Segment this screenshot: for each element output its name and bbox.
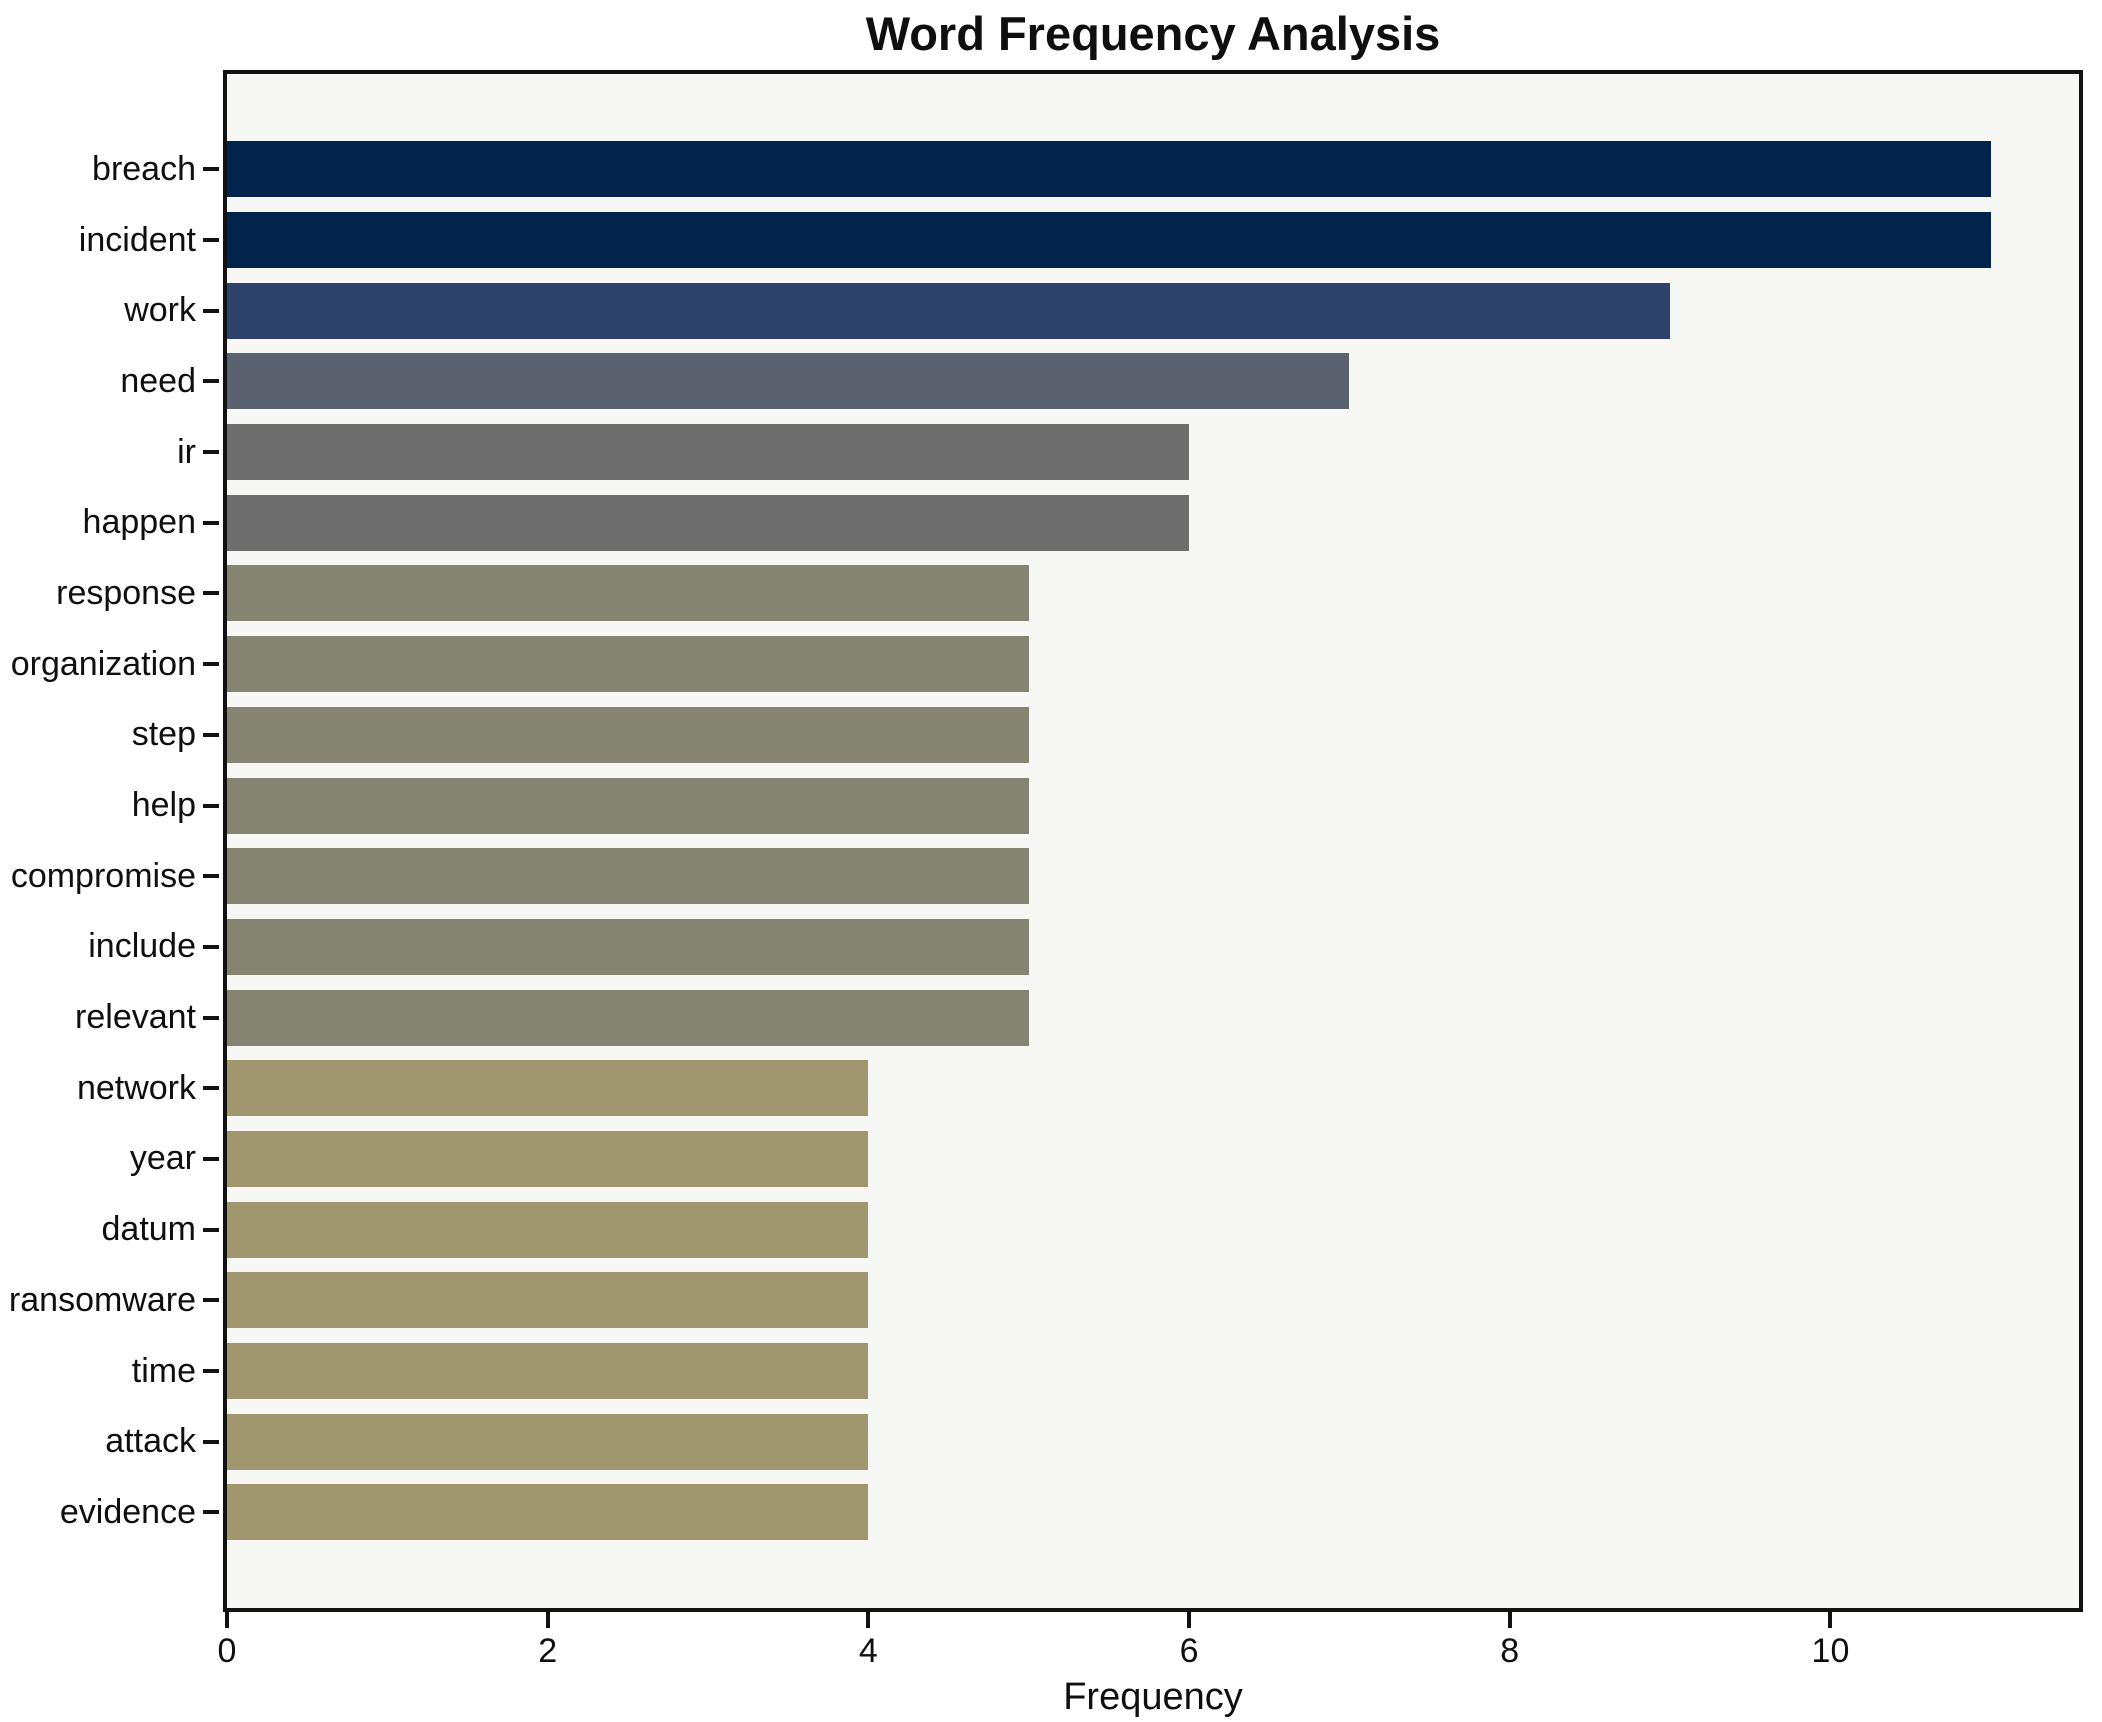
x-tick-label-4: 4 [858,1632,878,1670]
y-label-time: time [131,1351,196,1390]
x-tick-6 [1187,1612,1192,1628]
bar-work [227,282,1671,339]
bar-evidence [227,1484,869,1541]
bar-incident [227,212,1991,269]
bar-row-year [227,1124,2079,1195]
bar-row-step [227,700,2079,771]
bar-row-organization [227,629,2079,700]
y-label-attack: attack [105,1422,196,1461]
bar-ir [227,424,1190,481]
x-tick-label-0: 0 [217,1632,237,1670]
bar-include [227,918,1029,975]
y-label-help: help [131,786,196,825]
bar-row-evidence [227,1477,2079,1548]
y-label-response: response [56,573,196,612]
x-tick-10 [1828,1612,1833,1628]
bar-time [227,1343,869,1400]
y-label-evidence: evidence [59,1492,196,1531]
chart-title: Word Frequency Analysis [865,7,1441,60]
bar-row-relevant [227,982,2079,1053]
bar-help [227,777,1029,834]
bar-row-attack [227,1406,2079,1477]
x-tick-4 [866,1612,871,1628]
bar-row-work [227,275,2079,346]
bar-row-incident [227,205,2079,276]
y-label-need: need [120,361,196,400]
y-label-include: include [88,927,196,966]
bar-row-happen [227,487,2079,558]
bar-row-network [227,1053,2079,1124]
bar-compromise [227,848,1029,905]
y-label-network: network [76,1068,196,1107]
bar-response [227,565,1029,622]
bar-row-need [227,346,2079,417]
bar-happen [227,494,1190,551]
x-tick-label-2: 2 [538,1632,558,1670]
bar-year [227,1130,869,1187]
bar-row-time [227,1336,2079,1407]
bar-row-include [227,912,2079,983]
x-tick-0 [225,1612,229,1628]
bar-organization [227,636,1029,693]
bar-network [227,1060,869,1117]
bar-row-compromise [227,841,2079,912]
bar-row-help [227,770,2079,841]
y-label-work: work [124,291,196,330]
y-axis-labels: breach incident work need ir happen response or… [0,134,196,1548]
bar-row-datum [227,1194,2079,1265]
y-label-relevant: relevant [75,998,196,1037]
y-label-organization: organization [10,644,196,683]
y-label-incident: incident [78,220,196,259]
y-label-datum: datum [101,1210,197,1249]
bar-need [227,353,1350,410]
x-tick-label-6: 6 [1179,1632,1199,1670]
bars-container [227,134,2079,1548]
x-axis-title: Frequency [1063,1676,1243,1718]
y-label-happen: happen [82,503,196,542]
y-label-compromise: compromise [10,856,196,895]
y-label-year: year [129,1139,196,1178]
y-label-ir: ir [177,432,196,471]
bar-row-ransomware [227,1265,2079,1336]
bar-step [227,706,1029,763]
x-tick-8 [1507,1612,1512,1628]
y-label-ransomware: ransomware [8,1280,196,1319]
bar-datum [227,1201,869,1258]
x-tick-2 [545,1612,550,1628]
y-label-breach: breach [92,149,196,188]
bar-row-response [227,558,2079,629]
bar-row-ir [227,417,2079,488]
x-axis-tick-labels: 0 2 4 6 8 10 [218,1632,2079,1672]
y-label-step: step [131,715,196,754]
bar-row-breach [227,134,2079,205]
plot-area [223,70,2083,1612]
bar-ransomware [227,1272,869,1329]
bar-breach [227,141,1991,198]
bar-relevant [227,989,1029,1046]
bar-attack [227,1413,869,1470]
x-tick-label-8: 8 [1500,1632,1520,1670]
x-tick-label-10: 10 [1811,1632,1850,1670]
